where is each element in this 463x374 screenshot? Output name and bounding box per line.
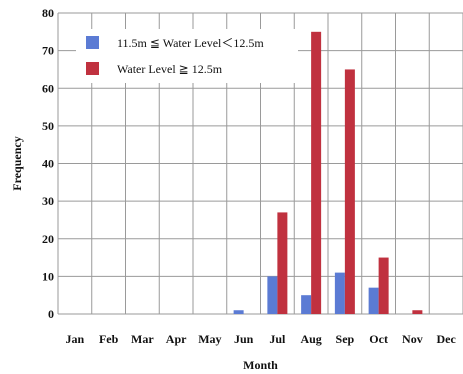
x-tick-label-apr: Apr bbox=[166, 332, 187, 346]
y-tick-label-0: 0 bbox=[48, 307, 54, 321]
bar-moderate-sep bbox=[334, 272, 345, 314]
x-tick-label-aug: Aug bbox=[300, 332, 321, 346]
y-tick-label-50: 50 bbox=[42, 119, 54, 133]
y-tick-label-40: 40 bbox=[42, 157, 54, 171]
legend-label-high: Water Level ≧ 12.5m bbox=[117, 62, 223, 76]
bar-moderate-oct bbox=[368, 287, 379, 314]
x-tick-label-feb: Feb bbox=[99, 332, 119, 346]
y-tick-label-10: 10 bbox=[42, 269, 54, 283]
bar-moderate-jun bbox=[233, 310, 244, 314]
x-axis-ticks: Jan Feb Mar Apr May Jun Jul Aug Sep Oct Nov Dec bbox=[66, 332, 457, 346]
y-axis-label: Frequency bbox=[10, 136, 24, 190]
y-tick-label-60: 60 bbox=[42, 81, 54, 95]
bar-moderate-jul bbox=[267, 276, 278, 314]
legend: 11.5m ≦ Water Level＜12.5m Water Level ≧ 1… bbox=[86, 36, 264, 76]
bars bbox=[233, 31, 423, 314]
x-tick-label-jul: Jul bbox=[269, 332, 286, 346]
bar-high-sep bbox=[344, 69, 355, 314]
x-tick-label-mar: Mar bbox=[131, 332, 154, 346]
y-tick-label-70: 70 bbox=[42, 44, 54, 58]
x-tick-label-dec: Dec bbox=[436, 332, 456, 346]
y-tick-label-30: 30 bbox=[42, 194, 54, 208]
x-tick-label-jan: Jan bbox=[66, 332, 85, 346]
bar-high-oct bbox=[378, 257, 389, 314]
x-tick-label-oct: Oct bbox=[369, 332, 388, 346]
bar-high-jul bbox=[277, 212, 288, 314]
x-tick-label-nov: Nov bbox=[402, 332, 423, 346]
x-axis-label: Month bbox=[243, 358, 278, 372]
legend-label-moderate: 11.5m ≦ Water Level＜12.5m bbox=[117, 36, 264, 50]
y-tick-label-80: 80 bbox=[42, 6, 54, 20]
legend-swatch-high bbox=[86, 62, 99, 75]
bar-moderate-aug bbox=[301, 295, 312, 314]
x-tick-label-jun: Jun bbox=[234, 332, 254, 346]
legend-swatch-moderate bbox=[86, 36, 99, 49]
y-tick-label-20: 20 bbox=[42, 232, 54, 246]
x-tick-label-sep: Sep bbox=[336, 332, 355, 346]
x-tick-label-may: May bbox=[198, 332, 221, 346]
bar-high-aug bbox=[311, 31, 322, 314]
legend-box bbox=[76, 29, 298, 83]
y-axis-ticks: 0 10 20 30 40 50 60 70 80 bbox=[42, 6, 54, 321]
bar-high-nov bbox=[412, 310, 423, 314]
